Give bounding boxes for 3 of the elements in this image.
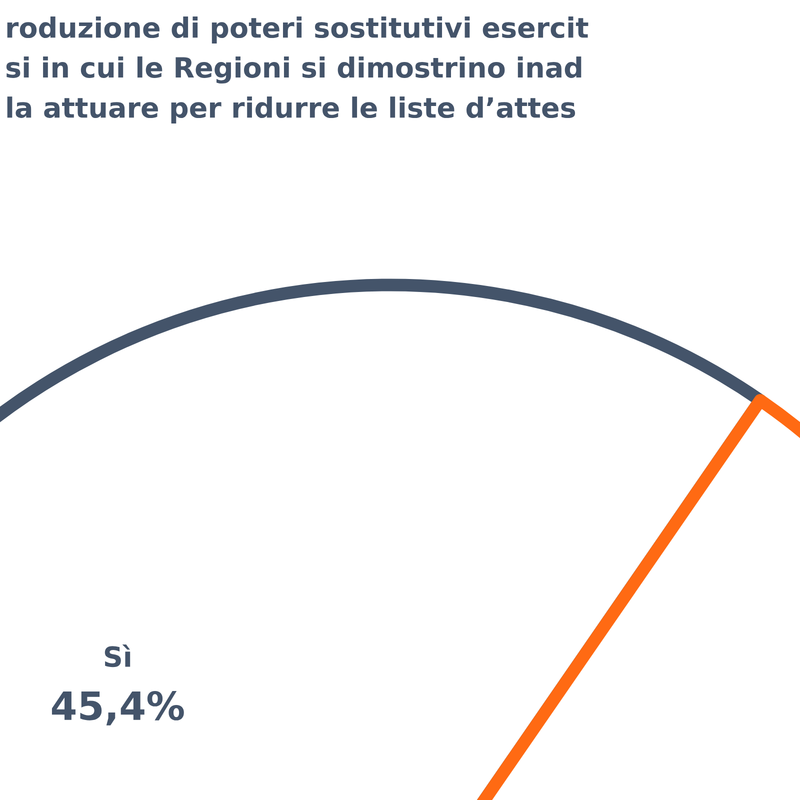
data-label: 45,4%: [52, 690, 184, 726]
chart-title: roduzione di poteri sostitutivi esercit si in cui le Regioni si dimostrino inad la attuare per ridurre le liste d’attes: [6, 16, 588, 124]
slice-label: Sì: [104, 644, 130, 668]
